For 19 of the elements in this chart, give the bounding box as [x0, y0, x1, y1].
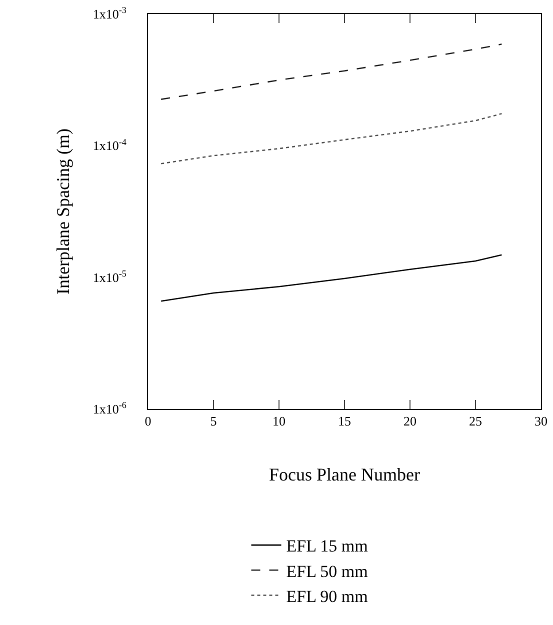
- legend-label: EFL 15 mm: [286, 536, 368, 556]
- line-series: [160, 254, 502, 302]
- y-tick-label: 1x10$^{-3}$: [92, 5, 127, 22]
- y-axis-title: Interplane Spacing (m): [53, 128, 74, 294]
- x-tick-label: 15: [338, 414, 351, 429]
- line-series: [160, 113, 502, 164]
- line-series: [160, 44, 502, 100]
- x-axis-title: Focus Plane Number: [269, 464, 420, 485]
- y-tick-label: 1x10$^{-6}$: [92, 400, 127, 417]
- y-tick-label: 1x10$^{-5}$: [92, 268, 127, 285]
- x-tick-label: 5: [210, 414, 217, 429]
- x-tick-label: 25: [469, 414, 482, 429]
- x-tick-label: 30: [534, 414, 548, 429]
- x-tick-label: 20: [404, 414, 416, 429]
- x-tick-label: 0: [144, 414, 152, 429]
- legend-label: EFL 90 mm: [286, 586, 368, 606]
- y-tick-label: 1x10$^{-4}$: [92, 136, 127, 154]
- x-tick-label: 10: [272, 414, 286, 429]
- legend-label: EFL 50 mm: [286, 562, 368, 581]
